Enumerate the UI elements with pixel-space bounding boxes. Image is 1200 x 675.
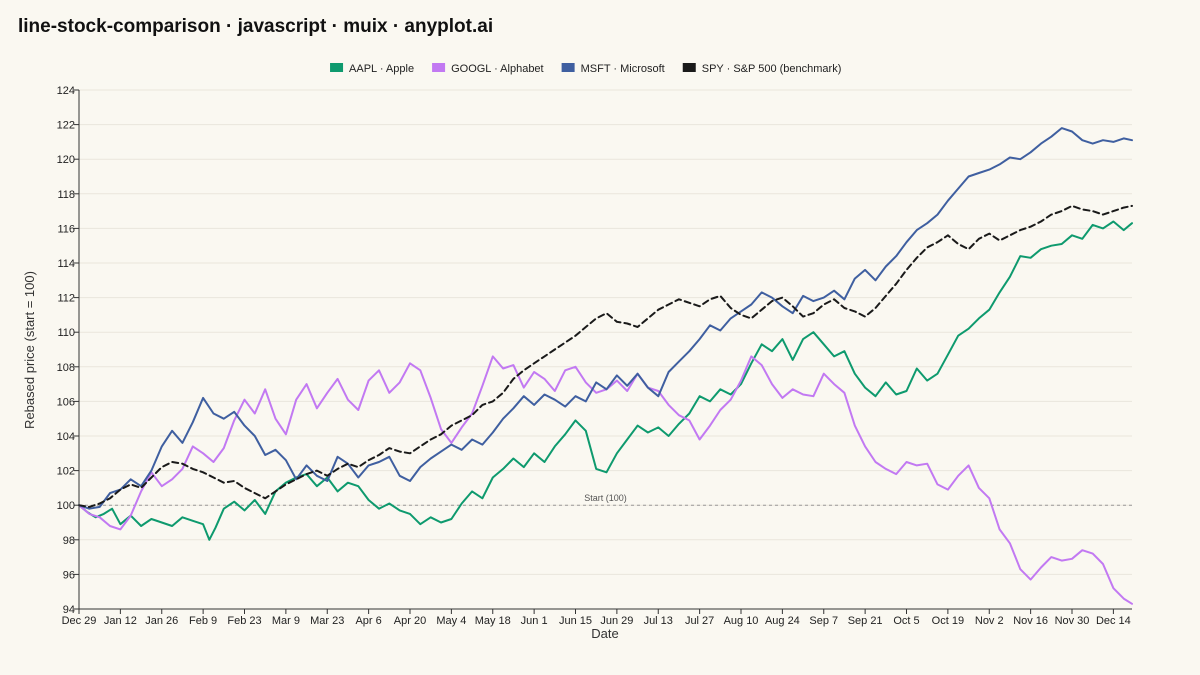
y-tick-label: 98	[63, 535, 75, 547]
x-tick-label: Mar 23	[310, 615, 344, 627]
y-tick-label: 118	[57, 189, 75, 201]
x-tick-label: Jun 1	[521, 615, 548, 627]
y-tick-label: 96	[63, 569, 75, 581]
series-line-2	[78, 355, 1133, 605]
x-tick-label: Jan 12	[104, 615, 137, 627]
x-tick-label: Jul 13	[644, 615, 673, 627]
y-tick-label: 122	[57, 120, 75, 132]
x-tick-label: Mar 9	[272, 615, 300, 627]
y-tick-label: 108	[57, 362, 75, 374]
chart-title: line-stock-comparison · javascript · mui…	[18, 16, 494, 37]
x-tick-label: Sep 21	[848, 615, 883, 627]
y-tick-label: 114	[57, 258, 75, 270]
legend-swatch	[682, 63, 696, 72]
y-tick-label: 110	[57, 327, 75, 339]
x-tick-label: Aug 24	[765, 615, 800, 627]
series-lines	[78, 127, 1133, 605]
reference-line-label: Start (100)	[584, 493, 627, 503]
y-tick-label: 124	[57, 85, 75, 97]
x-tick-label: Feb 9	[189, 615, 217, 627]
reference-line-group: Start (100)	[79, 493, 1132, 506]
y-tick-label: 104	[57, 431, 75, 443]
x-tick-label: Nov 16	[1013, 615, 1048, 627]
x-tick-label: Jan 26	[145, 615, 178, 627]
x-tick-label: Apr 20	[394, 615, 426, 627]
legend-label: MSFT · Microsoft	[581, 63, 665, 75]
x-tick-label: Jul 27	[685, 615, 714, 627]
grid-lines	[79, 89, 1132, 610]
legend-swatch	[561, 63, 575, 72]
x-axis-title: Date	[591, 626, 618, 641]
series-line-4	[78, 204, 1133, 508]
legend-label: AAPL · Apple	[349, 63, 414, 75]
x-tick-label: Apr 6	[355, 615, 381, 627]
x-tick-label: Aug 10	[724, 615, 759, 627]
x-tick-label: Sep 7	[809, 615, 838, 627]
y-tick-label: 112	[57, 293, 75, 305]
x-tick-label: May 18	[475, 615, 511, 627]
series-line-3	[78, 127, 1133, 510]
y-tick-label: 94	[63, 604, 75, 616]
legend-label: SPY · S&P 500 (benchmark)	[702, 63, 842, 75]
x-tick-label: Dec 29	[62, 615, 97, 627]
y-axis-title: Rebased price (start = 100)	[22, 271, 37, 429]
y-tick-label: 120	[57, 154, 75, 166]
axes: 94 96 98 100 102 104 106 108 110 112 114 116 118 120 1…	[57, 85, 1132, 627]
y-tick-label: 116	[57, 223, 75, 235]
y-tick-label: 102	[57, 466, 75, 478]
series-line-1	[78, 220, 1133, 541]
x-tick-label: Nov 30	[1055, 615, 1090, 627]
legend-swatch	[330, 63, 344, 72]
x-tick-label: May 4	[436, 615, 466, 627]
x-tick-label: Oct 19	[932, 615, 964, 627]
x-tick-label: Jun 29	[600, 615, 633, 627]
legend: AAPL · Apple GOOGL · Alphabet MSFT · Micro…	[330, 63, 841, 75]
x-tick-label: Jun 15	[559, 615, 592, 627]
legend-label: GOOGL · Alphabet	[451, 63, 544, 75]
x-tick-label: Oct 5	[893, 615, 919, 627]
x-tick-label: Dec 14	[1096, 615, 1131, 627]
x-tick-label: Nov 2	[975, 615, 1004, 627]
legend-swatch	[432, 63, 446, 72]
x-tick-label: Feb 23	[227, 615, 261, 627]
y-tick-label: 106	[57, 396, 75, 408]
y-tick-label: 100	[57, 500, 75, 512]
